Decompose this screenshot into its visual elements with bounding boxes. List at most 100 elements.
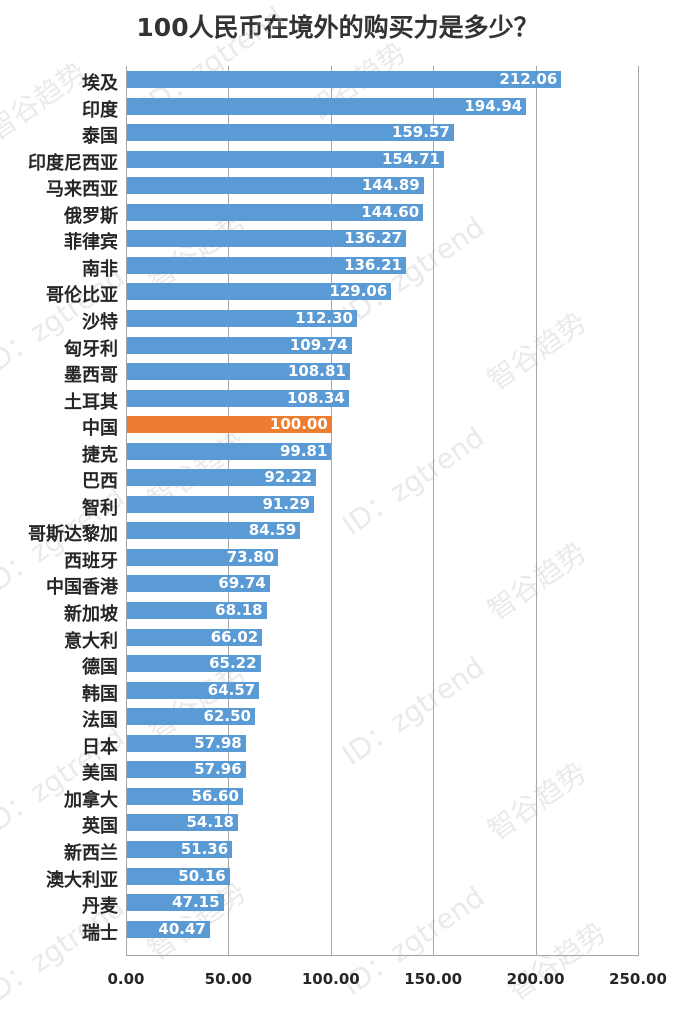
bar: 66.02 (127, 627, 263, 646)
category-label: 泰国 (82, 126, 118, 148)
bar-row: 中国 100.00 (0, 412, 640, 439)
category-label: 智利 (82, 497, 118, 519)
data-label: 109.74 (289, 335, 348, 354)
data-label: 194.94 (464, 96, 523, 115)
x-tick-label: 100.00 (301, 970, 360, 988)
data-label: 144.89 (361, 176, 420, 195)
bar-row: 澳大利亚 50.16 (0, 864, 640, 891)
bar-row: 日本 57.98 (0, 731, 640, 758)
category-label: 瑞士 (82, 922, 118, 944)
bar-row: 西班牙 73.80 (0, 545, 640, 572)
category-label: 土耳其 (64, 391, 118, 413)
bar-row: 马来西亚 144.89 (0, 173, 640, 201)
bar: 194.94 (127, 96, 527, 115)
category-label: 西班牙 (64, 550, 118, 572)
bar: 40.47 (127, 919, 210, 938)
category-label: 意大利 (64, 630, 118, 652)
bar: 108.81 (127, 362, 350, 381)
bar: 57.96 (127, 760, 246, 779)
bar: 112.30 (127, 308, 357, 327)
category-label: 德国 (82, 657, 118, 679)
data-label: 99.81 (279, 441, 328, 460)
bar: 144.60 (127, 202, 424, 221)
data-label: 91.29 (262, 494, 310, 513)
gridline (433, 66, 434, 956)
bar-row: 新加坡 68.18 (0, 598, 640, 625)
bar-row: 瑞士 40.47 (0, 917, 640, 944)
bar: 129.06 (127, 282, 392, 301)
data-label: 129.06 (329, 282, 388, 301)
bar: 136.21 (127, 256, 406, 274)
data-label: 73.80 (226, 547, 275, 566)
data-label: 100.00 (269, 415, 328, 434)
category-label: 新西兰 (64, 842, 118, 864)
category-label: 英国 (82, 816, 118, 838)
bar-row: 土耳其 108.34 (0, 386, 640, 413)
bar-row: 英国 54.18 (0, 810, 640, 838)
category-label: 丹麦 (82, 896, 118, 918)
bar-row: 沙特 112.30 (0, 306, 640, 333)
bar: 51.36 (127, 840, 233, 858)
bar: 159.57 (127, 123, 454, 142)
bar: 91.29 (127, 494, 314, 513)
bar-row: 意大利 66.02 (0, 625, 640, 652)
y-axis-line (126, 66, 127, 956)
data-label: 212.06 (499, 70, 558, 88)
category-label: 菲律宾 (64, 232, 118, 254)
category-label: 马来西亚 (46, 179, 118, 201)
bar: 212.06 (127, 70, 562, 88)
bar-row: 法国 62.50 (0, 704, 640, 731)
category-label: 日本 (82, 736, 118, 758)
gridline (331, 66, 332, 956)
bar: 136.27 (127, 229, 407, 248)
category-label: 新加坡 (64, 604, 118, 625)
bar-row: 墨西哥 108.81 (0, 359, 640, 387)
bar: 100.00 (127, 415, 332, 434)
bar-row: 哥斯达黎加 84.59 (0, 518, 640, 545)
x-tick-label: 150.00 (404, 970, 463, 988)
category-label: 巴西 (82, 471, 118, 493)
bar-row: 印度 194.94 (0, 94, 640, 121)
bar: 73.80 (127, 547, 279, 566)
bar-row: 泰国 159.57 (0, 120, 640, 148)
gridline (638, 66, 639, 956)
data-label: 47.15 (172, 893, 220, 912)
x-tick-label: 250.00 (609, 970, 667, 988)
data-label: 112.30 (295, 308, 353, 327)
category-label: 韩国 (82, 683, 118, 705)
data-label: 66.02 (210, 627, 259, 646)
data-label: 65.22 (209, 654, 257, 673)
bar-row: 新西兰 51.36 (0, 837, 640, 864)
category-label: 埃及 (82, 73, 118, 94)
data-label: 144.60 (361, 202, 420, 221)
bar-row: 菲律宾 136.27 (0, 226, 640, 254)
plot-area: 埃及 212.06 印度 194.94 泰国 159.57 印度尼西亚 154.71 马来西亚 1… (28, 66, 639, 956)
bar-row: 巴西 92.22 (0, 465, 640, 493)
bar: 99.81 (127, 441, 332, 460)
data-label: 159.57 (391, 123, 450, 142)
category-label: 澳大利亚 (46, 869, 118, 891)
bar: 57.98 (127, 734, 246, 752)
x-tick-label: 50.00 (204, 970, 253, 988)
data-label: 84.59 (248, 521, 297, 540)
bar: 56.60 (127, 786, 243, 805)
bar-row: 捷克 99.81 (0, 439, 640, 466)
category-label: 墨西哥 (64, 365, 118, 387)
data-label: 56.60 (191, 786, 239, 805)
bar: 109.74 (127, 335, 352, 354)
data-label: 40.47 (158, 919, 206, 938)
category-label: 捷克 (82, 444, 118, 466)
category-label: 俄罗斯 (64, 205, 118, 227)
bar-row: 匈牙利 109.74 (0, 333, 640, 360)
data-label: 154.71 (381, 149, 440, 168)
bar-row: 丹麦 47.15 (0, 890, 640, 918)
category-label: 中国香港 (46, 577, 118, 599)
bar: 65.22 (127, 654, 261, 673)
data-label: 68.18 (215, 601, 263, 619)
bar: 92.22 (127, 468, 316, 487)
bar: 84.59 (127, 521, 301, 540)
x-tick-label: 0.00 (107, 970, 145, 988)
bar: 108.34 (127, 389, 349, 407)
bar: 47.15 (127, 893, 224, 912)
category-label: 哥伦比亚 (46, 285, 118, 307)
